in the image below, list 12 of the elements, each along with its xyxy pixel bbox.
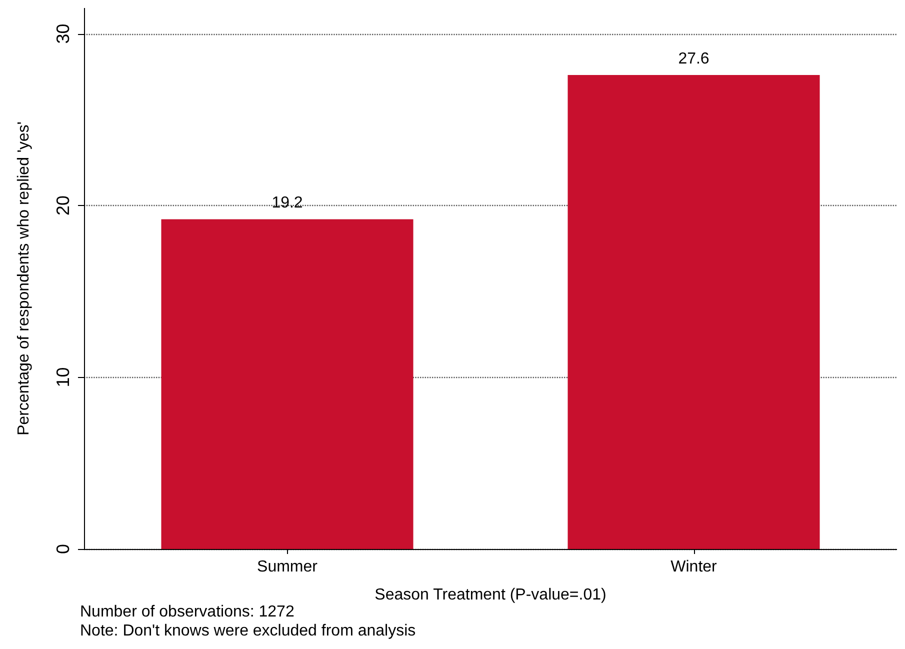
y-tick-label: 10 [53, 367, 73, 388]
x-axis-title: Season Treatment (P-value=.01) [374, 586, 606, 604]
y-tick-label: 20 [53, 195, 73, 216]
data-label: 19.2 [272, 194, 303, 212]
y-tick-label: 0 [53, 544, 73, 554]
data-label: 27.6 [678, 50, 710, 68]
text: Number of observations: 1272 [80, 604, 294, 620]
y-tick-label: 30 [53, 24, 73, 44]
x-tick-label: Summer [257, 558, 318, 576]
y-axis-title: Percentage of respondents who replied 'yes' [16, 122, 32, 436]
x-tick-label: Winter [670, 558, 718, 576]
text: Note: Don't knows were excluded from analysis [80, 622, 416, 640]
